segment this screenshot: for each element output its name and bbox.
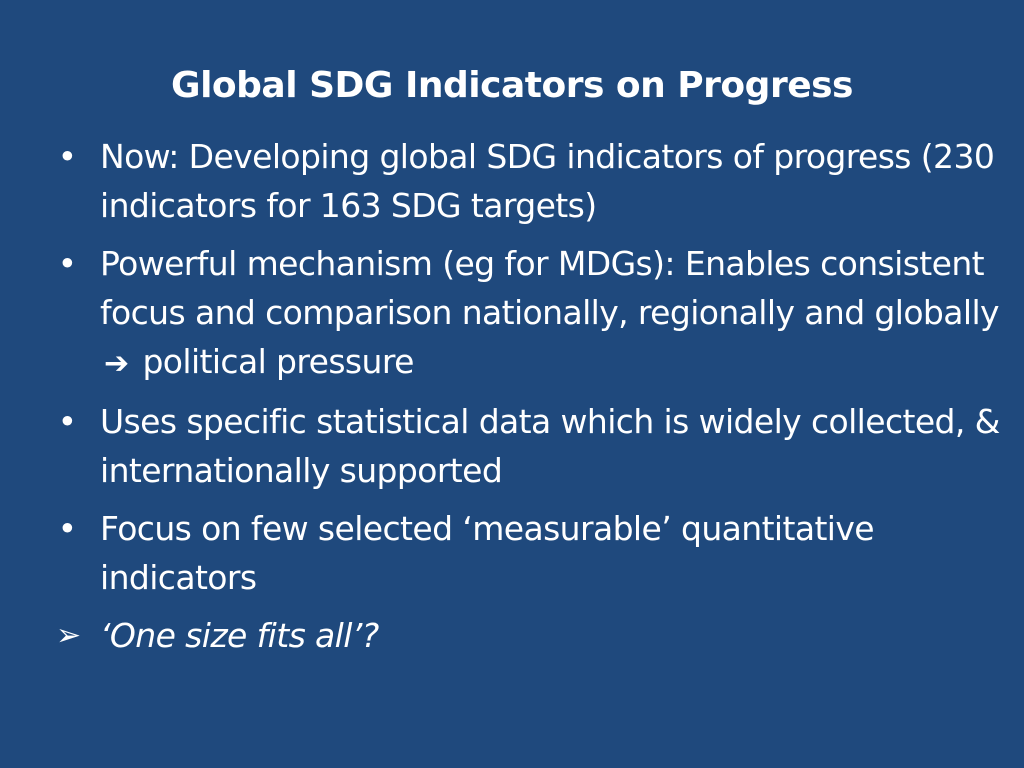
bullet-text: Now: Developing global SDG indicators of… xyxy=(100,137,995,225)
bullet-text: Focus on few selected ‘measurable’ quant… xyxy=(100,509,875,597)
slide-title: Global SDG Indicators on Progress xyxy=(171,65,853,106)
bullet-list: • Now: Developing global SDG indicators … xyxy=(56,132,1016,660)
bullet-dot-icon: • xyxy=(57,137,77,176)
bullet-dot-icon: • xyxy=(57,402,77,441)
bullet-dot-icon: • xyxy=(57,244,77,283)
right-arrow-icon: ➔ xyxy=(104,346,129,381)
final-point: ➢ ‘One size fits all’? xyxy=(56,611,1016,660)
bullet-text: Powerful mechanism (eg for MDGs): Enable… xyxy=(100,244,1000,332)
bullet-item: • Now: Developing global SDG indicators … xyxy=(56,132,1016,230)
bullet-item: • Uses specific statistical data which i… xyxy=(56,397,1016,495)
bullet-item: • Focus on few selected ‘measurable’ qua… xyxy=(56,504,1016,602)
arrowhead-bullet-icon: ➢ xyxy=(56,618,81,653)
final-point-text: ‘One size fits all’? xyxy=(100,616,379,655)
bullet-text: Uses specific statistical data which is … xyxy=(100,402,1000,490)
bullet-dot-icon: • xyxy=(57,509,77,548)
bullet-item: • Powerful mechanism (eg for MDGs): Enab… xyxy=(56,239,1016,388)
bullet-text-after-arrow: political pressure xyxy=(142,342,414,381)
